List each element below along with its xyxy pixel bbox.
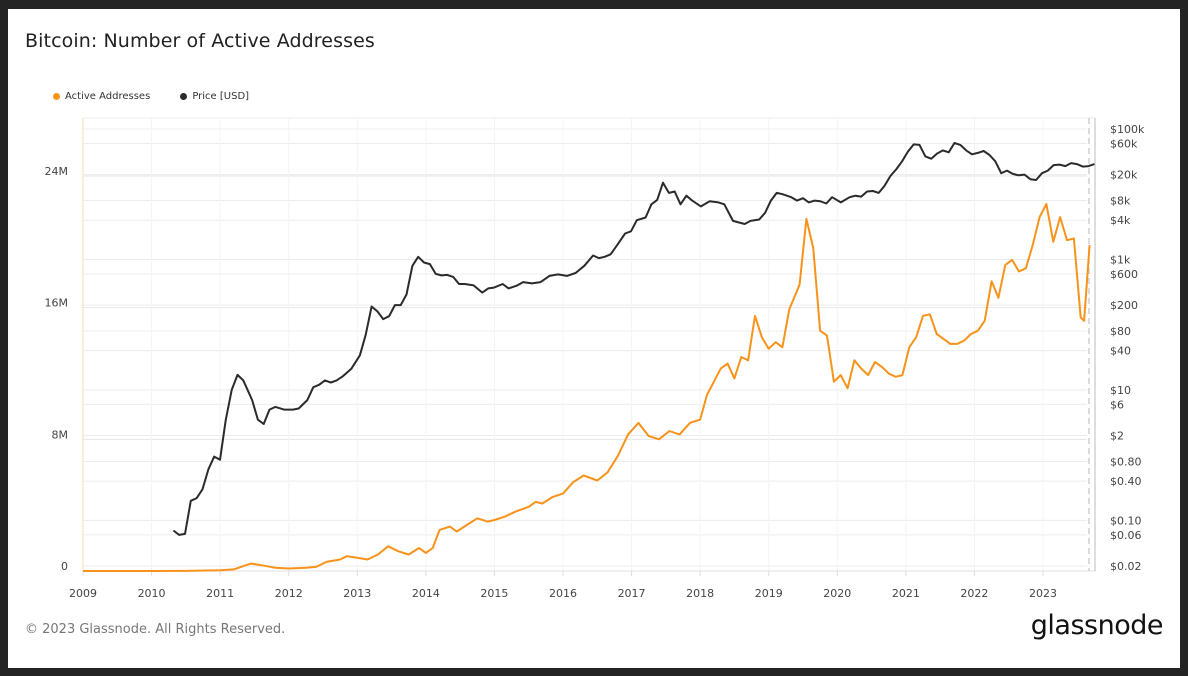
- legend-label-price: Price [USD]: [192, 91, 250, 102]
- y-tick-right-9: $40: [1110, 345, 1131, 358]
- y-tick-right-6: $600: [1110, 268, 1138, 281]
- x-axis: 2009 2010 2011 2012 2013 2014 2015 2016 2017 2018…: [69, 571, 1057, 600]
- plot-frame: [82, 117, 1096, 572]
- y-tick-left-0: 0: [61, 560, 68, 573]
- x-tick-12: 2021: [892, 587, 920, 600]
- x-tick-14: 2023: [1029, 587, 1057, 600]
- y-tick-right-1: $60k: [1110, 137, 1138, 150]
- y-tick-right-14: $0.40: [1110, 475, 1142, 488]
- legend-swatch-price: [180, 93, 188, 100]
- legend-item-price[interactable]: Price [USD]: [180, 91, 249, 102]
- y-tick-right-7: $200: [1110, 299, 1138, 312]
- x-tick-13: 2022: [960, 587, 988, 600]
- y-axis-right: $100k$60k$20k$8k$4k$1k$600$200$80$40$10$…: [1110, 123, 1145, 573]
- y-axis-left: 0 8M 16M 24M: [45, 165, 69, 573]
- series-line-active-addresses[interactable]: [83, 203, 1091, 572]
- chart-title: Bitcoin: Number of Active Addresses: [25, 30, 375, 52]
- y-tick-right-17: $0.02: [1110, 560, 1142, 573]
- y-tick-left-2: 16M: [45, 297, 69, 310]
- legend-swatch-active-addresses: [53, 93, 60, 100]
- y-tick-right-10: $10: [1110, 384, 1131, 397]
- legend-item-active-addresses[interactable]: Active Addresses: [53, 91, 150, 102]
- x-tick-11: 2020: [823, 587, 851, 600]
- y-tick-right-13: $0.80: [1110, 455, 1142, 468]
- y-tick-right-4: $4k: [1110, 214, 1131, 227]
- chart-card: [8, 9, 1180, 668]
- legend-label-active-addresses: Active Addresses: [65, 91, 151, 102]
- x-tick-9: 2018: [686, 587, 714, 600]
- y-tick-right-16: $0.06: [1110, 529, 1142, 542]
- series-group: [83, 142, 1095, 572]
- y-tick-right-3: $8k: [1110, 195, 1131, 208]
- copyright-footer: © 2023 Glassnode. All Rights Reserved.: [25, 622, 286, 637]
- x-tick-10: 2019: [755, 587, 783, 600]
- x-tick-7: 2016: [549, 587, 577, 600]
- series-line-price-usd[interactable]: [172, 142, 1095, 536]
- y-tick-left-1: 8M: [52, 428, 69, 441]
- glassnode-logo: glassnode: [1030, 610, 1164, 641]
- grid-lines: [82, 118, 1087, 572]
- y-tick-right-0: $100k: [1110, 123, 1145, 136]
- legend: Active Addresses Price [USD]: [53, 91, 249, 102]
- y-tick-right-2: $20k: [1110, 169, 1138, 182]
- x-tick-5: 2014: [412, 587, 440, 600]
- y-tick-right-8: $80: [1110, 325, 1131, 338]
- x-tick-3: 2012: [275, 587, 303, 600]
- x-tick-6: 2015: [480, 587, 508, 600]
- y-tick-right-5: $1k: [1110, 253, 1131, 266]
- y-tick-left-3: 24M: [45, 165, 69, 178]
- y-tick-right-12: $2: [1110, 430, 1124, 443]
- x-tick-4: 2013: [343, 587, 371, 600]
- x-tick-8: 2017: [618, 587, 646, 600]
- x-tick-1: 2010: [138, 587, 166, 600]
- x-tick-0: 2009: [69, 587, 97, 600]
- x-tick-2: 2011: [206, 587, 234, 600]
- y-tick-right-11: $6: [1110, 398, 1124, 411]
- y-tick-right-15: $0.10: [1110, 514, 1142, 527]
